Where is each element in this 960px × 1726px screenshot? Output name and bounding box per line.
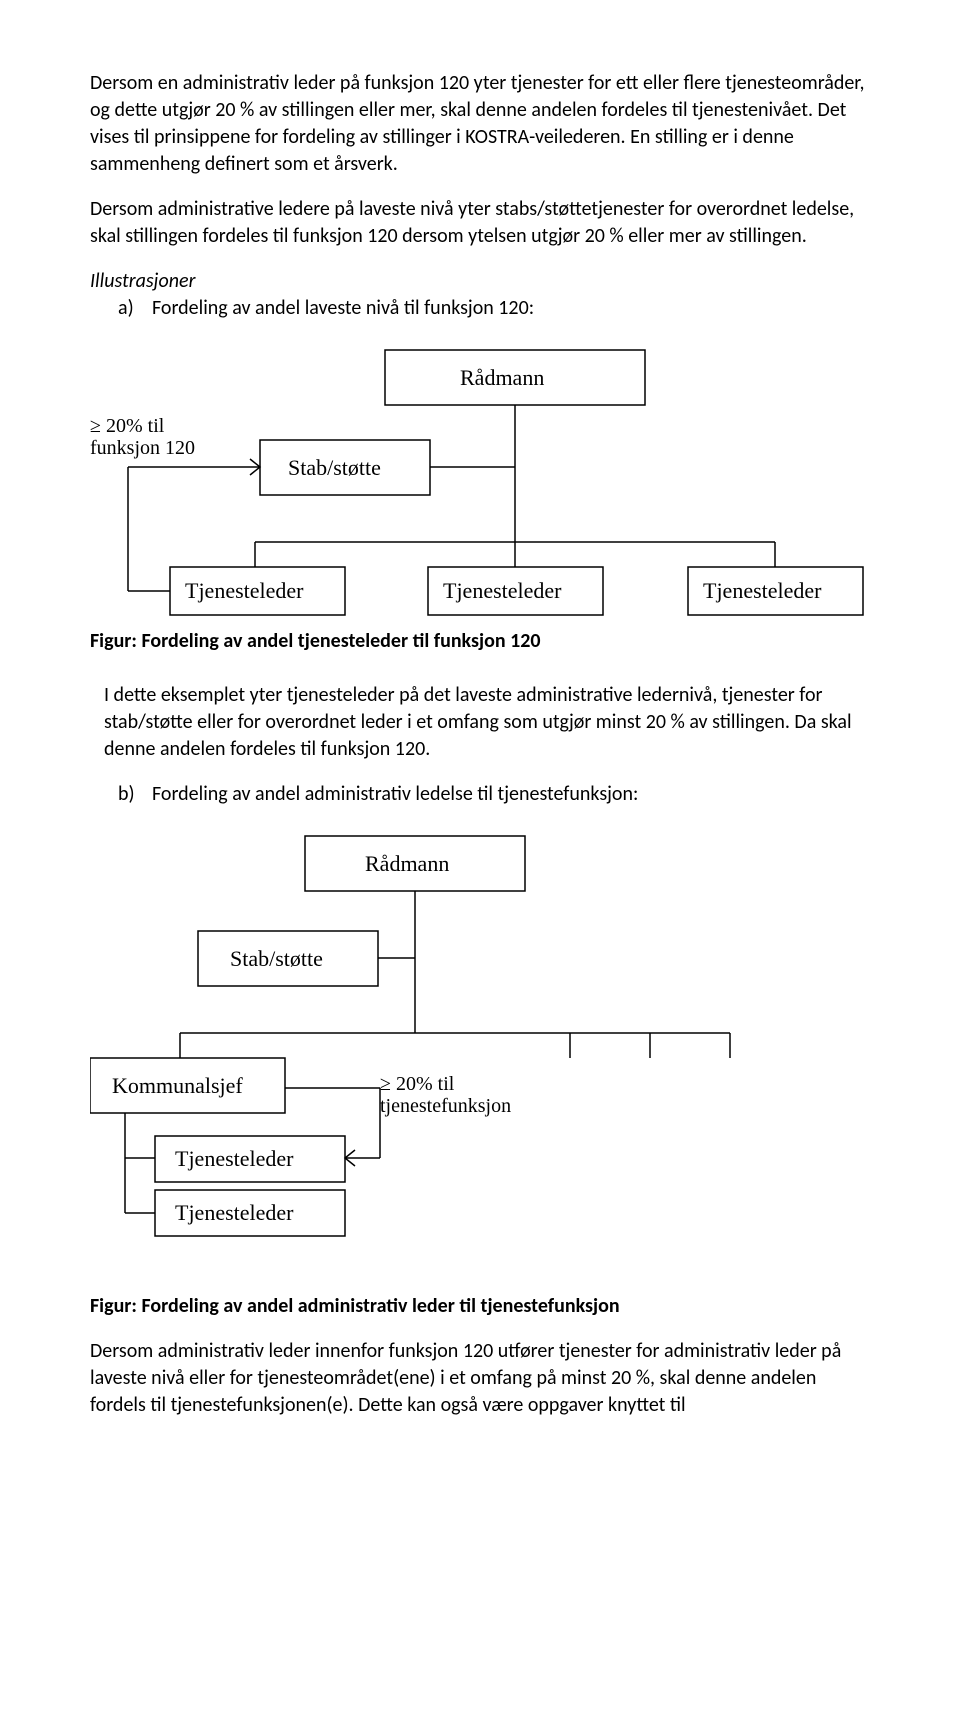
fig1-radmann: Rådmann — [460, 365, 544, 390]
illustrations-heading: Illustrasjoner — [90, 268, 870, 295]
fig2-tj-2: Tjenesteleder — [175, 1200, 294, 1225]
fig1-note-line1: ≥ 20% til — [90, 415, 165, 437]
fig2-radmann: Rådmann — [365, 851, 449, 876]
fig1-tj-3: Tjenesteleder — [703, 578, 822, 603]
list-letter-b: b) — [118, 781, 152, 808]
fig1-caption: Figur: Fordeling av andel tjenesteleder … — [90, 629, 541, 653]
fig2-note-line2: tjenestefunksjon — [380, 1095, 511, 1117]
fig1-note-line2: funksjon 120 — [90, 437, 195, 459]
list-item-a: a) Fordeling av andel laveste nivå til f… — [90, 295, 870, 322]
fig2-caption: Figur: Fordeling av andel administrativ … — [90, 1293, 870, 1320]
list-item-b: b) Fordeling av andel administrativ lede… — [90, 781, 870, 808]
mid-paragraph: I dette eksemplet yter tjenesteleder på … — [90, 682, 870, 763]
last-paragraph: Dersom administrativ leder innenfor funk… — [90, 1338, 870, 1419]
paragraph-1: Dersom en administrativ leder på funksjo… — [90, 70, 870, 178]
paragraph-2: Dersom administrative ledere på laveste … — [90, 196, 870, 250]
figure-1: Rådmann Stab/støtte Tjenesteleder Tjenes… — [90, 332, 870, 662]
figure-2: Rådmann Stab/støtte Kommunalsjef ≥ 20% t… — [90, 818, 870, 1273]
fig1-tj-2: Tjenesteleder — [443, 578, 562, 603]
fig2-komm: Kommunalsjef — [112, 1073, 243, 1098]
fig2-tj-1: Tjenesteleder — [175, 1146, 294, 1171]
fig1-tj-1: Tjenesteleder — [185, 578, 304, 603]
list-text-a: Fordeling av andel laveste nivå til funk… — [152, 295, 870, 322]
fig2-note-line1: ≥ 20% til — [380, 1073, 455, 1095]
fig1-stab: Stab/støtte — [288, 455, 381, 480]
fig2-stab: Stab/støtte — [230, 946, 323, 971]
list-text-b: Fordeling av andel administrativ ledelse… — [152, 781, 870, 808]
list-letter-a: a) — [118, 295, 152, 322]
